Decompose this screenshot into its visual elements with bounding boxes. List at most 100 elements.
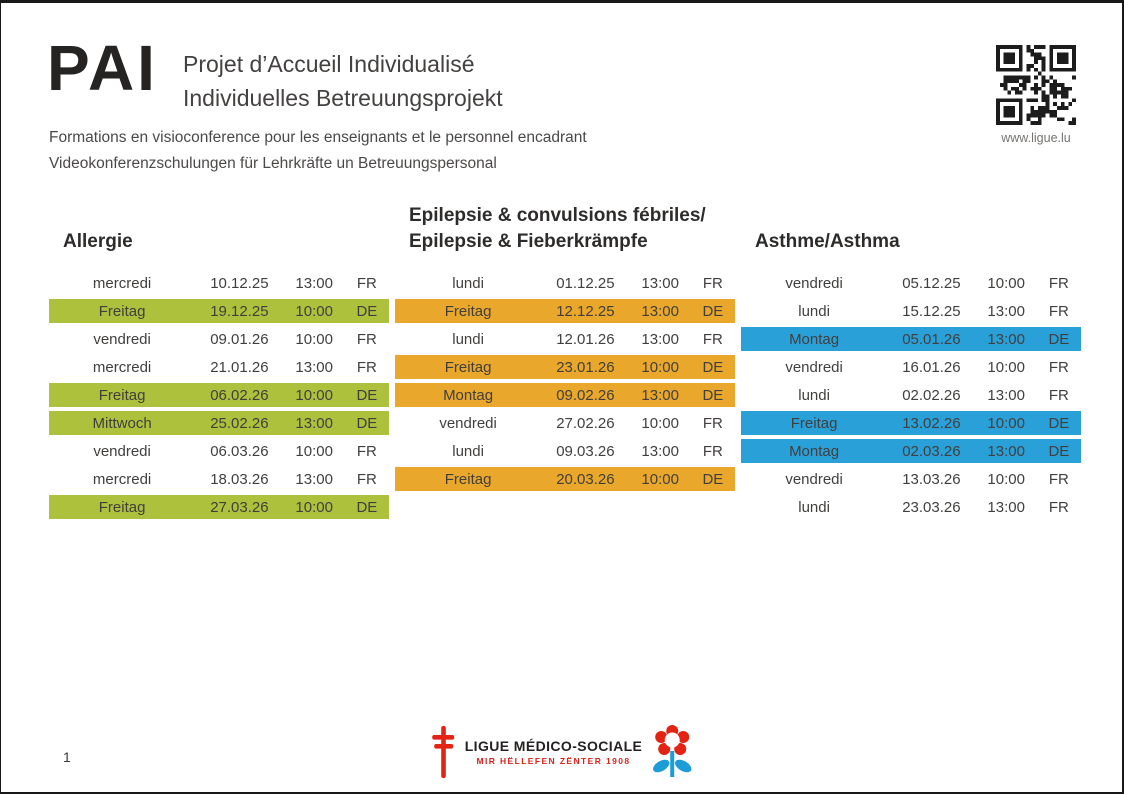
session-date: 19.12.25 [210, 302, 269, 320]
session-day: lundi [452, 442, 484, 460]
session-date: 02.02.26 [902, 386, 961, 404]
title-fr: Projet d’Accueil Individualisé [183, 51, 475, 77]
session-row: lundi 09.03.26 13:00 FR [395, 437, 735, 465]
session-time: 10:00 [987, 274, 1025, 292]
session-row: vendredi 16.01.26 10:00 FR [741, 353, 1081, 381]
session-time: 13:00 [641, 274, 679, 292]
qr-block: www.ligue.lu [995, 45, 1077, 145]
session-row: Freitag 13.02.26 10:00 DE [741, 409, 1081, 437]
session-lang: FR [1048, 386, 1069, 404]
session-day: Freitag [98, 386, 146, 404]
session-lang: FR [1048, 470, 1069, 488]
session-date: 13.02.26 [902, 414, 961, 432]
table-epilepsie: Epilepsie & convulsions fébriles/Epileps… [395, 197, 735, 521]
session-day: Freitag [444, 358, 492, 376]
organisation-text: LIGUE MÉDICO-SOCIALE MIR HËLLEFEN ZËNTER… [465, 738, 643, 766]
session-date: 06.02.26 [210, 386, 269, 404]
flower-logo-icon [653, 725, 692, 777]
session-row: mercredi 18.03.26 13:00 FR [49, 465, 389, 493]
session-lang: FR [702, 274, 723, 292]
pai-logo: PAI [47, 32, 158, 104]
session-day: vendredi [785, 274, 843, 292]
session-day: lundi [452, 274, 484, 292]
session-lang: DE [1048, 330, 1070, 348]
session-time: 13:00 [295, 358, 333, 376]
table-rows: vendredi 05.12.25 10:00 FR lundi 15.12.25 13:0… [741, 269, 1081, 521]
session-row: lundi 02.02.26 13:00 FR [741, 381, 1081, 409]
title-block: Projet d’Accueil Individualisé Individue… [183, 47, 503, 115]
session-lang: FR [356, 358, 377, 376]
session-row: Montag 05.01.26 13:00 DE [741, 325, 1081, 353]
session-date: 12.12.25 [556, 302, 615, 320]
session-day: Montag [443, 386, 494, 404]
session-row: mercredi 21.01.26 13:00 FR [49, 353, 389, 381]
session-lang: DE [356, 302, 378, 320]
session-row: Freitag 12.12.25 13:00 DE [395, 297, 735, 325]
session-lang: DE [356, 498, 378, 516]
session-date: 05.01.26 [902, 330, 961, 348]
session-time: 13:00 [641, 442, 679, 460]
session-date: 06.03.26 [210, 442, 269, 460]
session-lang: FR [356, 274, 377, 292]
session-date: 10.12.25 [210, 274, 269, 292]
session-time: 13:00 [641, 330, 679, 348]
table-allergie: Allergie mercredi 10.12.25 13:00 FR Freitag 1… [49, 197, 389, 521]
session-day: mercredi [92, 274, 152, 292]
session-row: vendredi 09.01.26 10:00 FR [49, 325, 389, 353]
session-day: Mittwoch [92, 414, 152, 432]
session-date: 16.01.26 [902, 358, 961, 376]
session-date: 12.01.26 [556, 330, 615, 348]
session-day: mercredi [92, 358, 152, 376]
session-time: 13:00 [987, 498, 1025, 516]
session-time: 13:00 [295, 414, 333, 432]
session-lang: DE [1048, 414, 1070, 432]
cross-of-lorraine-icon [431, 726, 454, 778]
session-row: lundi 12.01.26 13:00 FR [395, 325, 735, 353]
session-row: Freitag 20.03.26 10:00 DE [395, 465, 735, 493]
session-date: 27.03.26 [210, 498, 269, 516]
session-row: mercredi 10.12.25 13:00 FR [49, 269, 389, 297]
session-time: 10:00 [295, 386, 333, 404]
session-time: 10:00 [295, 498, 333, 516]
session-day: mercredi [92, 470, 152, 488]
session-lang: FR [1048, 302, 1069, 320]
session-date: 23.03.26 [902, 498, 961, 516]
session-row: vendredi 06.03.26 10:00 FR [49, 437, 389, 465]
organisation-slogan: MIR HËLLEFEN ZËNTER 1908 [476, 756, 631, 766]
session-date: 01.12.25 [556, 274, 615, 292]
session-lang: DE [702, 358, 724, 376]
session-row: vendredi 27.02.26 10:00 FR [395, 409, 735, 437]
session-lang: FR [702, 442, 723, 460]
session-lang: FR [702, 330, 723, 348]
schedule-tables: Allergie mercredi 10.12.25 13:00 FR Freitag 1… [49, 197, 1081, 521]
table-title-line: Allergie [63, 231, 133, 252]
session-date: 09.03.26 [556, 442, 615, 460]
session-day: lundi [452, 330, 484, 348]
session-time: 13:00 [295, 470, 333, 488]
organisation-name: LIGUE MÉDICO-SOCIALE [464, 738, 643, 754]
session-row: Freitag 23.01.26 10:00 DE [395, 353, 735, 381]
session-day: Montag [789, 330, 840, 348]
session-time: 13:00 [987, 302, 1025, 320]
session-lang: FR [1048, 498, 1069, 516]
session-row: lundi 23.03.26 13:00 FR [741, 493, 1081, 521]
session-day: Montag [789, 442, 840, 460]
table-title-line: Epilepsie & Fieberkrämpfe [409, 231, 648, 252]
session-lang: FR [356, 442, 377, 460]
session-date: 27.02.26 [556, 414, 615, 432]
session-row: vendredi 13.03.26 10:00 FR [741, 465, 1081, 493]
session-row: lundi 01.12.25 13:00 FR [395, 269, 735, 297]
qr-caption: www.ligue.lu [1001, 131, 1071, 145]
session-time: 10:00 [641, 414, 679, 432]
session-row: Montag 02.03.26 13:00 DE [741, 437, 1081, 465]
session-time: 10:00 [295, 442, 333, 460]
session-row: Freitag 27.03.26 10:00 DE [49, 493, 389, 521]
session-lang: DE [356, 386, 378, 404]
session-time: 10:00 [987, 358, 1025, 376]
session-row: lundi 15.12.25 13:00 FR [741, 297, 1081, 325]
session-time: 13:00 [641, 302, 679, 320]
table-rows: mercredi 10.12.25 13:00 FR Freitag 19.12.25 10… [49, 269, 389, 521]
session-date: 13.03.26 [902, 470, 961, 488]
subtitle-de: Videokonferenzschulungen für Lehrkräfte … [49, 155, 497, 172]
